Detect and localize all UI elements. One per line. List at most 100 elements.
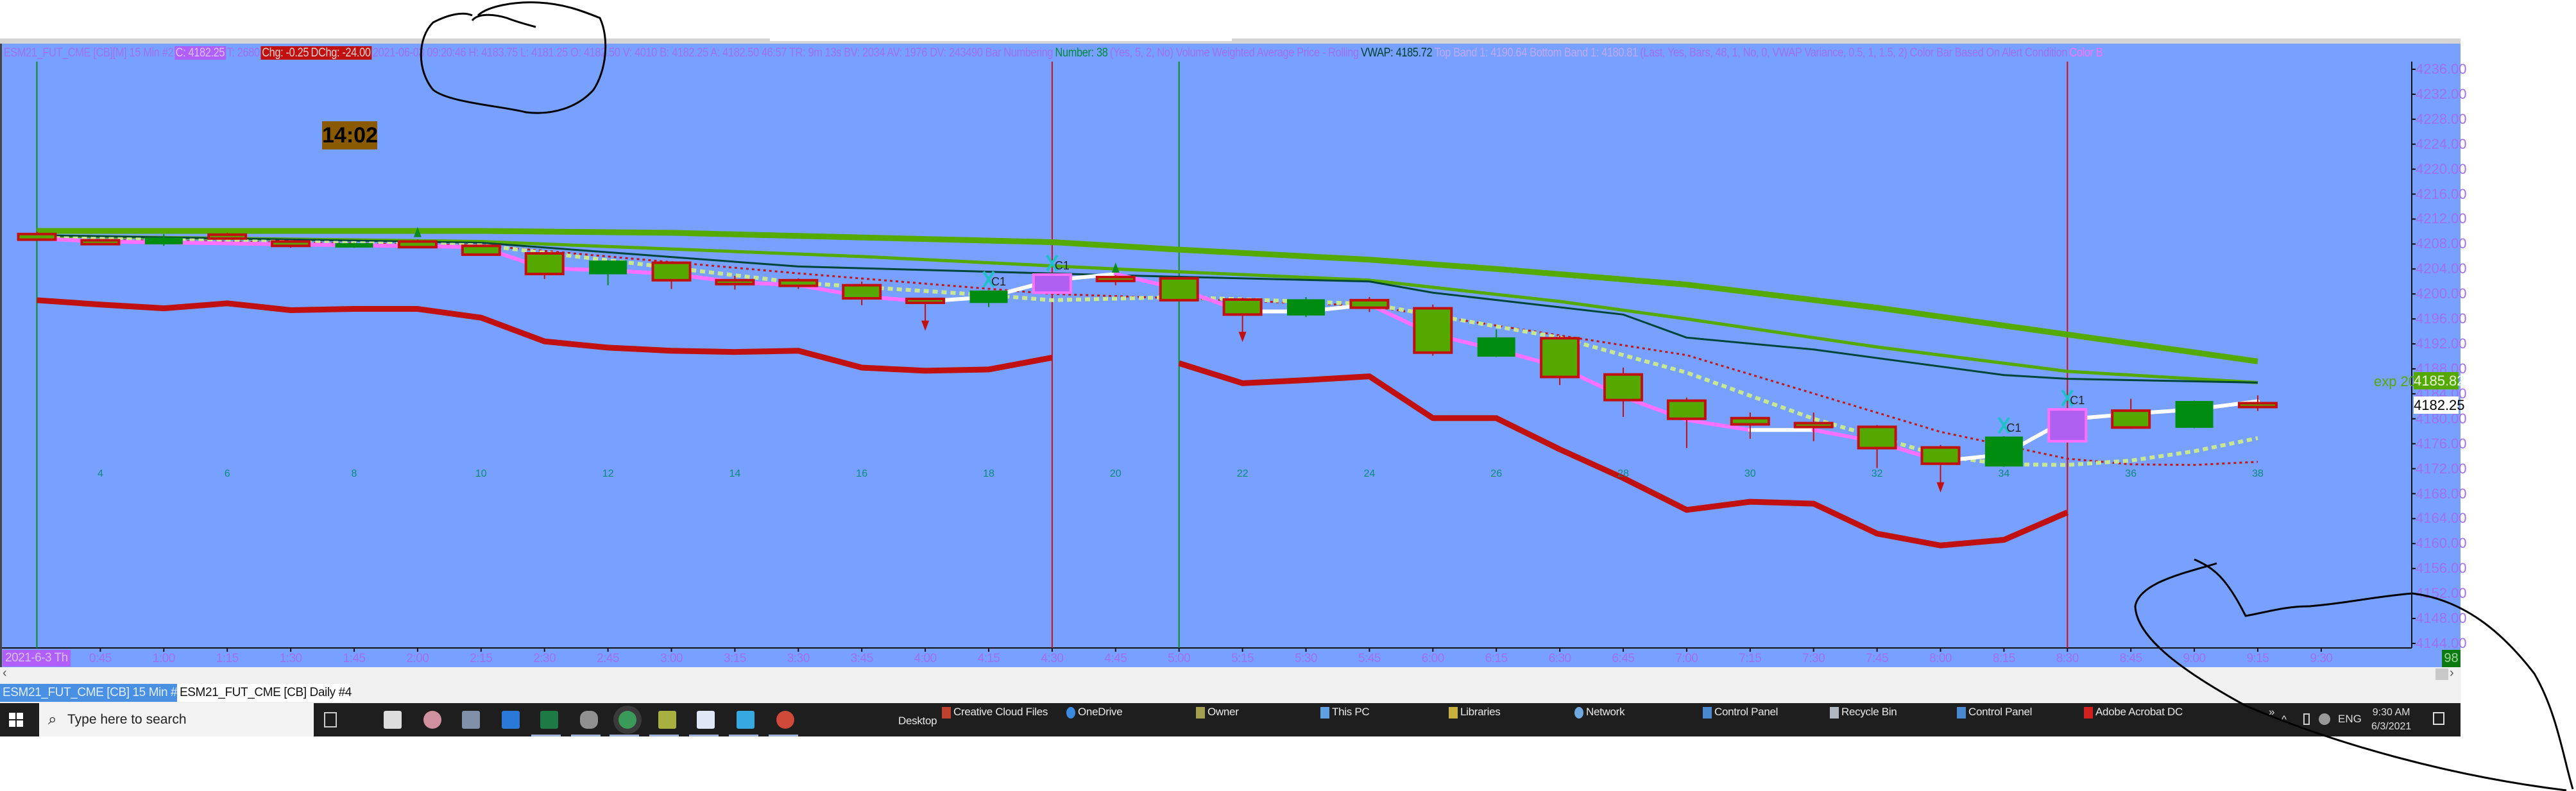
toolbar-item-owner[interactable]: Owner (1196, 703, 1239, 736)
time-axis-label: 0:45 (89, 652, 112, 665)
time-axis-label: 5:30 (1295, 652, 1317, 665)
taskbar-clock[interactable]: 9:30 AM 6/3/2021 (2371, 706, 2411, 734)
toolbar-item-acrobat[interactable]: Adobe Acrobat DC (2084, 703, 2183, 736)
libraries-icon (1449, 706, 1458, 719)
running-indicator (571, 735, 601, 736)
toolbar-item-network[interactable]: Network (1574, 703, 1625, 736)
file-manager-icon[interactable] (658, 711, 676, 729)
control-panel-icon (1703, 706, 1712, 719)
media-player-icon[interactable] (502, 711, 520, 729)
candle-body (2175, 401, 2213, 428)
toolbar-item-label: Owner (1207, 706, 1239, 718)
time-axis-label: 9:00 (2183, 652, 2206, 665)
toolbar-item-label: OneDrive (1078, 706, 1123, 718)
price-axis-label: 4152.00 (2416, 585, 2467, 602)
time-axis-label: 8:15 (1992, 652, 2015, 665)
candle-body (1920, 446, 1961, 465)
excel-icon[interactable] (540, 711, 558, 729)
time-axis-label: 1:30 (279, 652, 302, 665)
candle-body (905, 297, 946, 304)
candle-body (271, 240, 311, 248)
candle-body (1032, 273, 1072, 294)
last-price-marker: 4182.25 (2414, 396, 2465, 414)
candle-body (1666, 399, 1707, 420)
toolbar-item-recycle-bin[interactable]: Recycle Bin (1830, 703, 1897, 736)
folder-icon (942, 706, 951, 719)
battery-icon[interactable] (2303, 713, 2310, 725)
search-icon: ⌕ (48, 711, 57, 728)
volume-muted-icon[interactable] (2319, 713, 2330, 725)
scroll-thumb[interactable] (2435, 668, 2448, 680)
running-indicator (531, 735, 561, 736)
candle-body (1287, 299, 1325, 316)
snipping-tool-icon[interactable] (423, 711, 441, 729)
show-hidden-icons-button[interactable]: ^ (2282, 713, 2287, 726)
candle-body (1857, 425, 1897, 450)
down-arrow-icon (1936, 482, 1945, 493)
price-axis-label: 4200.00 (2416, 285, 2467, 302)
database-icon[interactable] (580, 711, 598, 729)
toolbar-item-creative-cloud[interactable]: Creative Cloud Files (942, 703, 1048, 736)
chart-window[interactable] (0, 44, 2461, 667)
toolbar-item-libraries[interactable]: Libraries (1449, 703, 1501, 736)
language-indicator[interactable]: ENG (2338, 713, 2362, 725)
ticks-label: T: 2680 (226, 46, 260, 60)
bar-number-label: 6 (224, 468, 230, 479)
symbol-label: ESM21_FUT_CME [CB][M] 15 Min #2 (3, 46, 174, 60)
chrome-icon[interactable] (776, 711, 794, 729)
taskbar-search-box[interactable]: ⌕ Type here to search (39, 703, 314, 736)
windows-taskbar: ⌕ Type here to search Desktop Creative C… (0, 703, 2461, 736)
bar-number-label: 18 (983, 468, 994, 479)
notification-icon[interactable] (2433, 712, 2444, 725)
trading-app-icon[interactable] (737, 711, 755, 729)
candle-body (80, 239, 121, 246)
toolbar-overflow-button[interactable]: » (2269, 706, 2275, 718)
candle-body (1095, 275, 1136, 282)
time-axis-label: 9:30 (2310, 652, 2333, 665)
toolbar-item-this-pc[interactable]: This PC (1320, 703, 1370, 736)
store-icon[interactable] (384, 711, 402, 729)
down-arrow-icon (921, 320, 930, 331)
bar-number-label: 4 (97, 468, 103, 479)
candle-body (715, 278, 755, 285)
notepad-icon[interactable] (697, 711, 715, 729)
candle-body (969, 290, 1008, 303)
color-bar-study: Color B (2069, 46, 2103, 60)
toolbar-item-label: Recycle Bin (1841, 706, 1897, 718)
toolbar-item-label: Control Panel (1968, 706, 2033, 718)
windows-start-icon[interactable] (9, 713, 23, 727)
time-axis-label: 3:45 (850, 652, 873, 665)
tab-daily[interactable]: ESM21_FUT_CME [CB] Daily #4 (177, 684, 352, 702)
price-axis-label: 4212.00 (2416, 210, 2467, 227)
scroll-left-button[interactable]: ‹ (3, 666, 7, 680)
task-view-icon[interactable] (324, 712, 337, 727)
price-axis-label: 4224.00 (2416, 135, 2467, 152)
candle-body (1603, 373, 1643, 402)
horizontal-scrollbar[interactable]: ‹ › (0, 666, 2461, 681)
window-top-segment (770, 38, 1232, 41)
tab-15-min[interactable]: ESM21_FUT_CME [CB] 15 Min #2 (0, 684, 184, 702)
toolbar-item-control-panel[interactable]: Control Panel (1703, 703, 1778, 736)
cross-marker-icon (2061, 389, 2074, 407)
price-axis-label: 4164.00 (2416, 510, 2467, 527)
vwap-line (37, 234, 2258, 384)
cross-marker-icon (982, 271, 995, 288)
time-axis-label: 5:45 (1358, 652, 1381, 665)
running-indicator (689, 735, 719, 736)
globe-browser-icon[interactable] (618, 711, 636, 729)
calculator-icon[interactable] (462, 711, 480, 729)
candle-body (397, 240, 438, 249)
bar-number-label: 36 (2125, 468, 2137, 479)
bar-countdown-timer: 14:02 (322, 121, 378, 149)
bar-number-label: 28 (1617, 468, 1629, 479)
exp20-price-marker: 4185.82 (2414, 372, 2465, 389)
scroll-right-button[interactable]: › (2450, 666, 2454, 680)
lower-band-line (37, 297, 1053, 374)
toolbar-item-control-panel-2[interactable]: Control Panel (1957, 703, 2032, 736)
light-dotted-line (37, 235, 2258, 467)
time-axis-label: 4:30 (1041, 652, 1064, 665)
toolbar-item-onedrive[interactable]: OneDrive (1066, 703, 1123, 736)
price-axis-label: 4160.00 (2416, 535, 2467, 552)
price-axis-label: 4168.00 (2416, 485, 2467, 502)
